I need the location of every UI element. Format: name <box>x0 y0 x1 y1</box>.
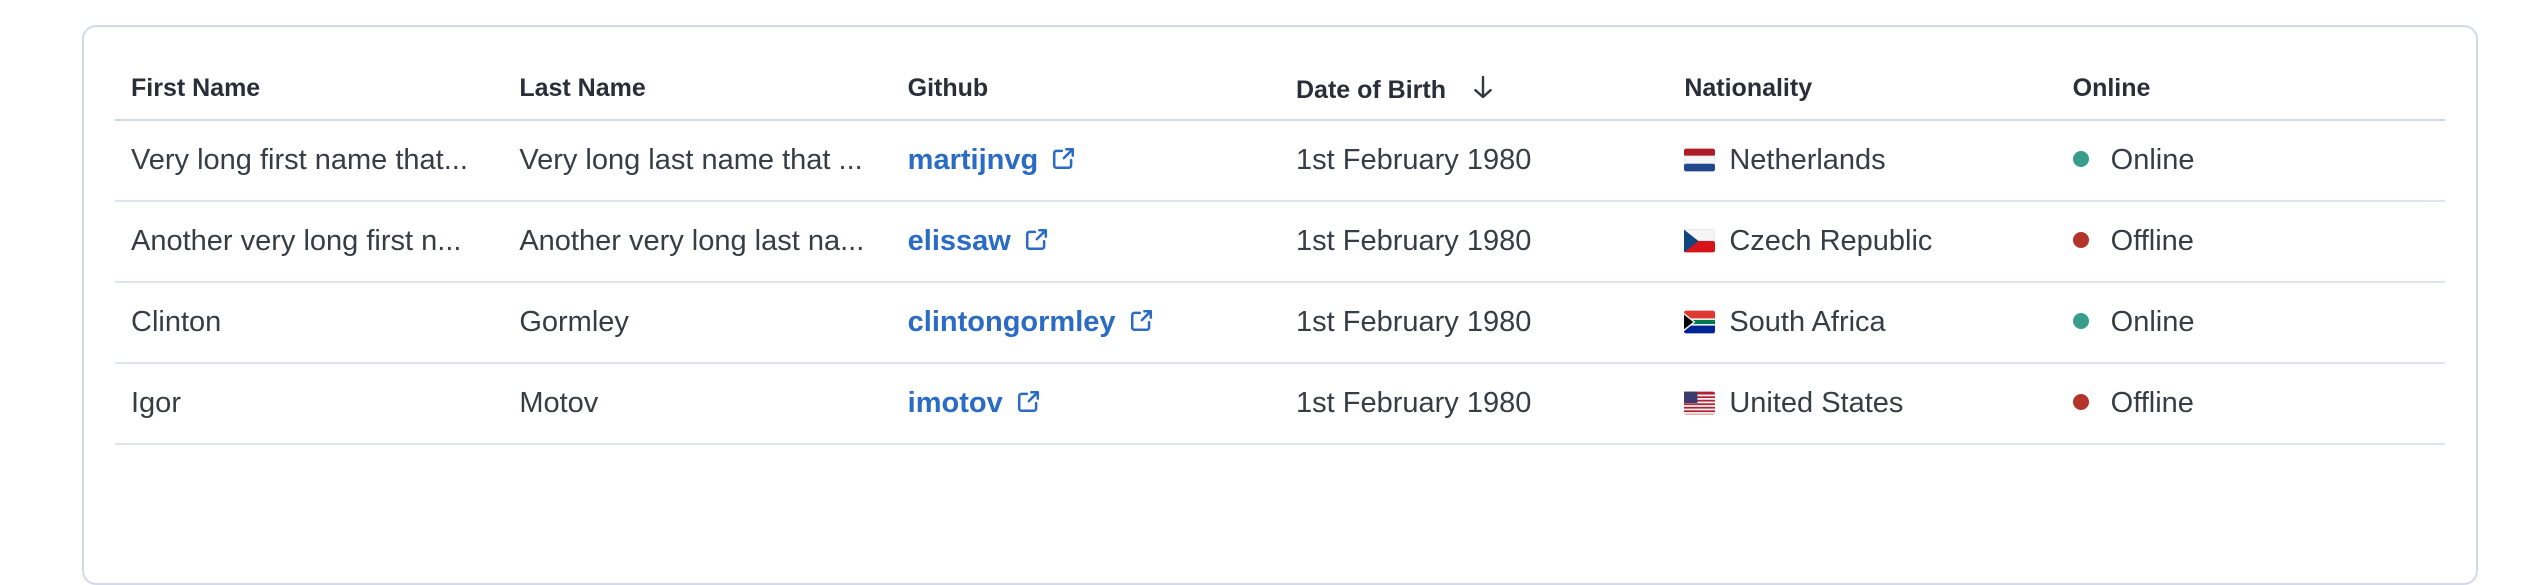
github-username: imotov <box>907 387 1003 419</box>
first-name-cell: Igor <box>115 363 504 445</box>
github-cell: martijnvg <box>891 120 1280 202</box>
column-label: Last Name <box>519 73 646 102</box>
column-label: Github <box>907 73 989 102</box>
column-label: First Name <box>131 73 261 102</box>
date-of-birth-cell: 1st February 1980 <box>1279 120 1669 202</box>
github-username: elissaw <box>907 225 1011 257</box>
table-row: Igor Motov imotov 1st February 1980 <box>115 363 2445 445</box>
github-cell: imotov <box>891 363 1280 445</box>
column-header-online: Online <box>2056 57 2445 121</box>
first-name-cell: Very long first name that... <box>115 120 504 202</box>
status-label: Online <box>2110 306 2195 338</box>
table-row: Very long first name that... Very long l… <box>115 120 2445 202</box>
last-name-cell: Another very long last na... <box>503 201 892 283</box>
nationality-cell: Netherlands <box>1668 120 2057 202</box>
nationality-label: United States <box>1729 387 1904 419</box>
online-status-cell: Online <box>2056 120 2445 202</box>
column-header-nationality: Nationality <box>1668 57 2057 121</box>
netherlands-flag-icon <box>1684 148 1716 172</box>
online-status-dot <box>2072 151 2089 167</box>
online-status-cell: Offline <box>2056 363 2445 445</box>
github-username: clintongormley <box>907 306 1116 338</box>
external-link-icon <box>1017 390 1039 413</box>
status-label: Online <box>2110 144 2195 176</box>
github-link[interactable]: clintongormley <box>908 306 1155 338</box>
nationality-label: South Africa <box>1729 306 1886 338</box>
table-row: Clinton Gormley clintongormley 1st Febru… <box>115 282 2445 364</box>
date-of-birth-cell: 1st February 1980 <box>1279 201 1669 283</box>
nationality-label: Netherlands <box>1729 144 1886 176</box>
first-name-cell: Clinton <box>115 282 504 364</box>
united-states-flag-icon <box>1684 391 1716 415</box>
github-cell: clintongormley <box>891 282 1280 364</box>
column-label: Nationality <box>1684 73 1813 102</box>
date-of-birth-cell: 1st February 1980 <box>1279 282 1669 364</box>
column-header-date-of-birth[interactable]: Date of Birth <box>1279 57 1669 121</box>
table-header-row: First Name Last Name Github Date of Birt… <box>115 57 2445 121</box>
czech-republic-flag-icon <box>1684 229 1716 253</box>
online-status-cell: Offline <box>2056 201 2445 283</box>
last-name-cell: Motov <box>503 363 892 445</box>
column-header-last-name: Last Name <box>503 57 892 121</box>
online-status-dot <box>2072 313 2089 329</box>
online-status-cell: Online <box>2056 282 2445 364</box>
sort-descending-icon <box>1474 75 1492 99</box>
external-link-icon <box>1053 147 1075 170</box>
nationality-label: Czech Republic <box>1729 225 1933 257</box>
users-table: First Name Last Name Github Date of Birt… <box>115 57 2445 445</box>
nationality-cell: South Africa <box>1668 282 2057 364</box>
first-name-cell: Another very long first n... <box>115 201 504 283</box>
status-label: Offline <box>2110 225 2194 257</box>
external-link-icon <box>1130 309 1152 332</box>
users-table-panel: First Name Last Name Github Date of Birt… <box>82 25 2478 585</box>
table-row: Another very long first n... Another ver… <box>115 201 2445 283</box>
github-link[interactable]: martijnvg <box>908 144 1078 176</box>
column-header-first-name: First Name <box>115 57 504 121</box>
github-link[interactable]: elissaw <box>908 225 1050 257</box>
offline-status-dot <box>2072 232 2089 248</box>
last-name-cell: Very long last name that ... <box>503 120 892 202</box>
last-name-cell: Gormley <box>503 282 892 364</box>
github-cell: elissaw <box>891 201 1280 283</box>
column-header-github: Github <box>891 57 1280 121</box>
status-label: Offline <box>2110 387 2194 419</box>
column-label: Online <box>2072 73 2151 102</box>
external-link-icon <box>1025 228 1047 251</box>
nationality-cell: Czech Republic <box>1668 201 2057 283</box>
column-label: Date of Birth <box>1295 76 1446 104</box>
nationality-cell: United States <box>1668 363 2057 445</box>
date-of-birth-cell: 1st February 1980 <box>1279 363 1669 445</box>
github-username: martijnvg <box>907 144 1039 176</box>
github-link[interactable]: imotov <box>908 387 1042 419</box>
south-africa-flag-icon <box>1684 310 1716 334</box>
offline-status-dot <box>2072 394 2089 410</box>
